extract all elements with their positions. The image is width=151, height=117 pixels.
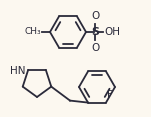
Text: S: S xyxy=(91,27,99,37)
Text: O: O xyxy=(91,11,99,21)
Text: F: F xyxy=(107,90,113,100)
Text: HN: HN xyxy=(10,66,25,76)
Text: OH: OH xyxy=(104,27,120,37)
Text: O: O xyxy=(91,43,99,53)
Text: CH₃: CH₃ xyxy=(24,27,41,37)
